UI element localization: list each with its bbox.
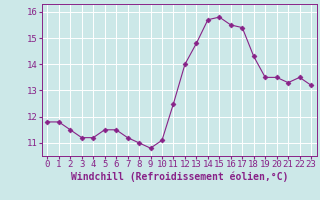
X-axis label: Windchill (Refroidissement éolien,°C): Windchill (Refroidissement éolien,°C)	[70, 172, 288, 182]
